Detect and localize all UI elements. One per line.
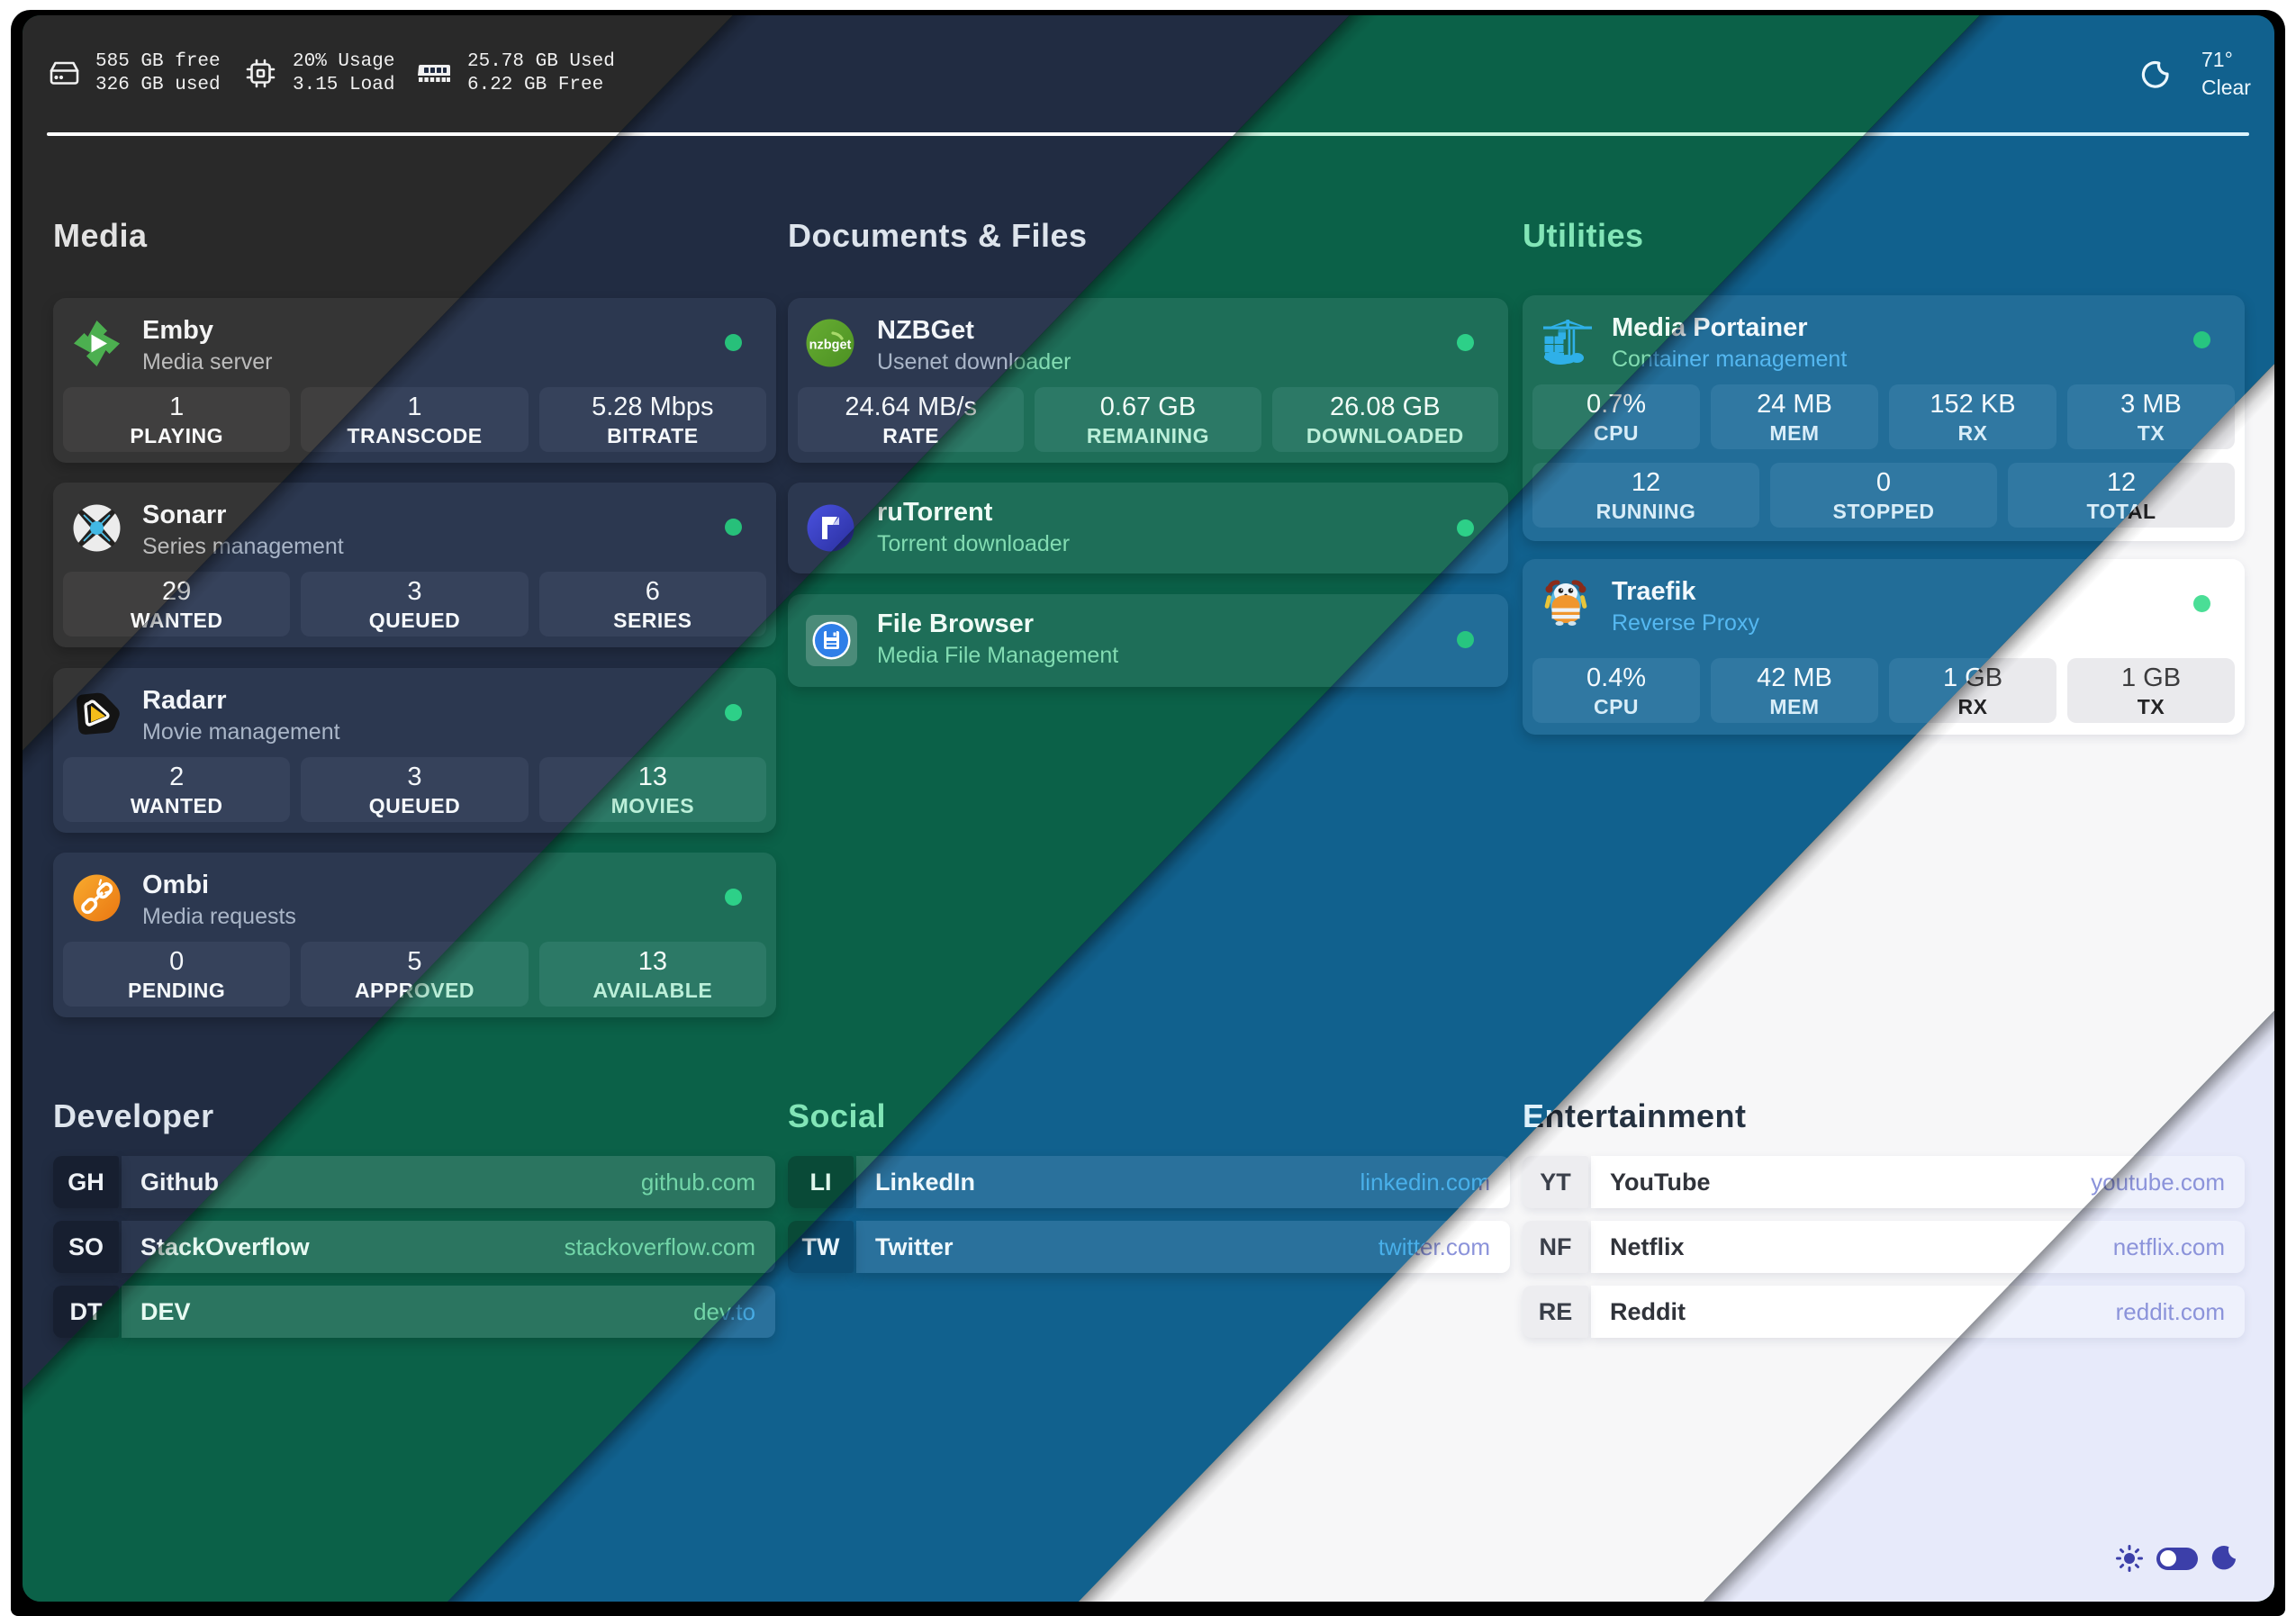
svg-text:nzbget: nzbget (809, 339, 852, 353)
